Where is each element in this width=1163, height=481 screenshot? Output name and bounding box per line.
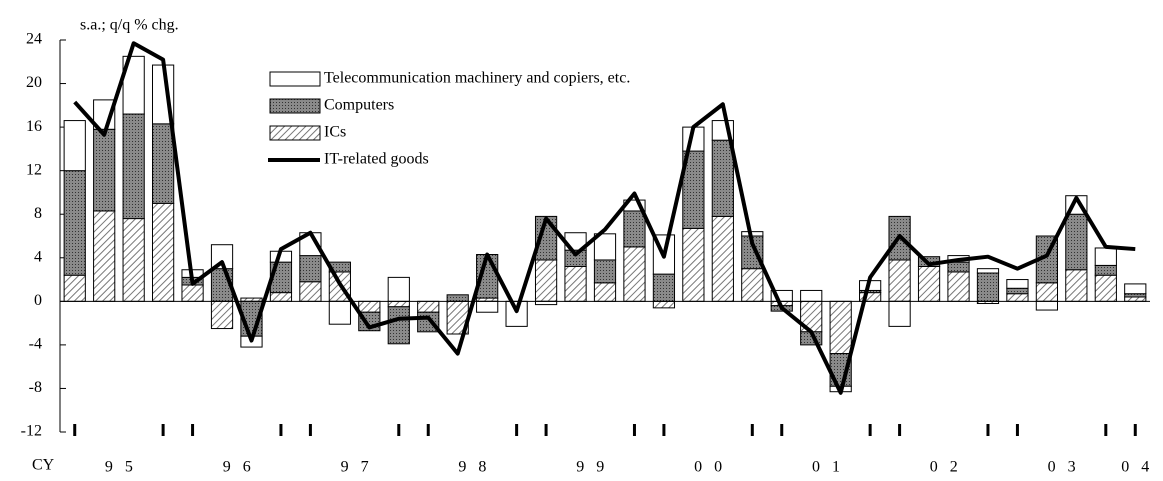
bar-segment <box>593 259 617 284</box>
x-tick-label: 00 <box>694 459 734 476</box>
y-tick-label: 20 <box>26 74 42 91</box>
bar-segment <box>593 233 617 261</box>
legend-label: ICs <box>324 124 346 141</box>
y-tick-label: 8 <box>34 205 42 222</box>
bar-segment <box>152 123 175 204</box>
bar-segment <box>888 300 911 327</box>
x-prefix: CY <box>32 457 55 474</box>
bar-segment <box>1094 247 1117 266</box>
x-tick-label: 95 <box>105 459 145 476</box>
x-tick-label: 03 <box>1048 459 1088 476</box>
bar-segment <box>947 261 970 273</box>
bar-segment <box>947 271 970 302</box>
bar-segment <box>1065 213 1088 271</box>
bar-segment <box>1035 300 1058 311</box>
bar-segment <box>1094 274 1117 302</box>
y-tick-label: 12 <box>26 161 42 178</box>
bar-segment <box>93 210 116 302</box>
bar-segment <box>741 268 764 302</box>
line-series <box>73 41 1136 395</box>
bar-segment <box>181 284 204 302</box>
bar-segment <box>152 202 175 302</box>
x-tick-label: 02 <box>930 459 970 476</box>
bar-segment <box>652 300 676 309</box>
bar-segment <box>976 268 1000 274</box>
bar-segment <box>387 300 410 308</box>
y-tick-label: 16 <box>26 118 42 135</box>
x-tick-label: 04 <box>1121 459 1161 476</box>
legend-label: Computers <box>324 97 394 114</box>
y-tick-label: 4 <box>34 248 42 265</box>
y-tick-label: -8 <box>29 379 42 396</box>
bar-segment <box>1035 282 1058 302</box>
bar-segment <box>623 210 646 248</box>
x-tick-label: 96 <box>223 459 263 476</box>
bar-segment <box>534 259 558 302</box>
x-tick-label: 01 <box>812 459 852 476</box>
bar-segment <box>711 215 734 302</box>
bar-segment <box>446 294 469 302</box>
bar-segment <box>711 139 734 217</box>
bar-segment <box>93 128 116 212</box>
bar-segment <box>476 300 499 313</box>
y-tick-label: 24 <box>26 31 42 48</box>
bar-segment <box>299 255 322 283</box>
bar-segment <box>387 306 410 345</box>
bar-segment <box>63 120 86 172</box>
y-tick-label: -4 <box>29 336 42 353</box>
legend-label: Telecommunication machinery and copiers,… <box>324 70 630 87</box>
bar-segment <box>623 246 646 302</box>
bar-segment <box>976 272 1000 302</box>
legend-swatch <box>269 98 321 114</box>
bar-segment <box>269 292 293 302</box>
bar-segment <box>1094 264 1117 276</box>
legend-swatch <box>269 71 321 87</box>
bar-segment <box>417 300 440 313</box>
bar-segment <box>210 300 234 330</box>
y-tick-label: 0 <box>34 292 42 309</box>
y-tick-label: -12 <box>21 423 42 440</box>
bar-segment <box>800 289 823 302</box>
bar-segment <box>1006 293 1029 302</box>
bar-segment <box>63 274 86 302</box>
bar-segment <box>917 265 941 302</box>
bar-segment <box>210 244 234 270</box>
bar-segment <box>122 113 145 220</box>
bar-segment <box>63 170 86 276</box>
bar-segment <box>122 55 145 115</box>
bar-segment <box>593 282 617 302</box>
bar-segment <box>328 300 351 325</box>
bar-segment <box>1124 283 1147 295</box>
bar-segment <box>1006 287 1029 295</box>
x-tick-label: 97 <box>341 459 381 476</box>
bar-segment <box>652 273 676 302</box>
x-tick-label: 99 <box>576 459 616 476</box>
unit-label: s.a.; q/q % chg. <box>80 17 179 34</box>
bar-segment <box>829 300 852 355</box>
bar-segment <box>122 218 145 302</box>
bar-segment <box>358 300 381 313</box>
bar-segment <box>1124 296 1147 302</box>
bar-segment <box>888 259 911 302</box>
legend-swatch <box>269 125 321 141</box>
bar-segment <box>1006 279 1029 289</box>
bar-segment <box>564 265 587 302</box>
x-tick-label: 98 <box>458 459 498 476</box>
bar-segment <box>1065 269 1088 302</box>
bar-segment <box>682 227 705 302</box>
bar-segment <box>299 281 322 302</box>
bar-segment <box>387 276 410 302</box>
legend-label: IT-related goods <box>324 151 429 168</box>
